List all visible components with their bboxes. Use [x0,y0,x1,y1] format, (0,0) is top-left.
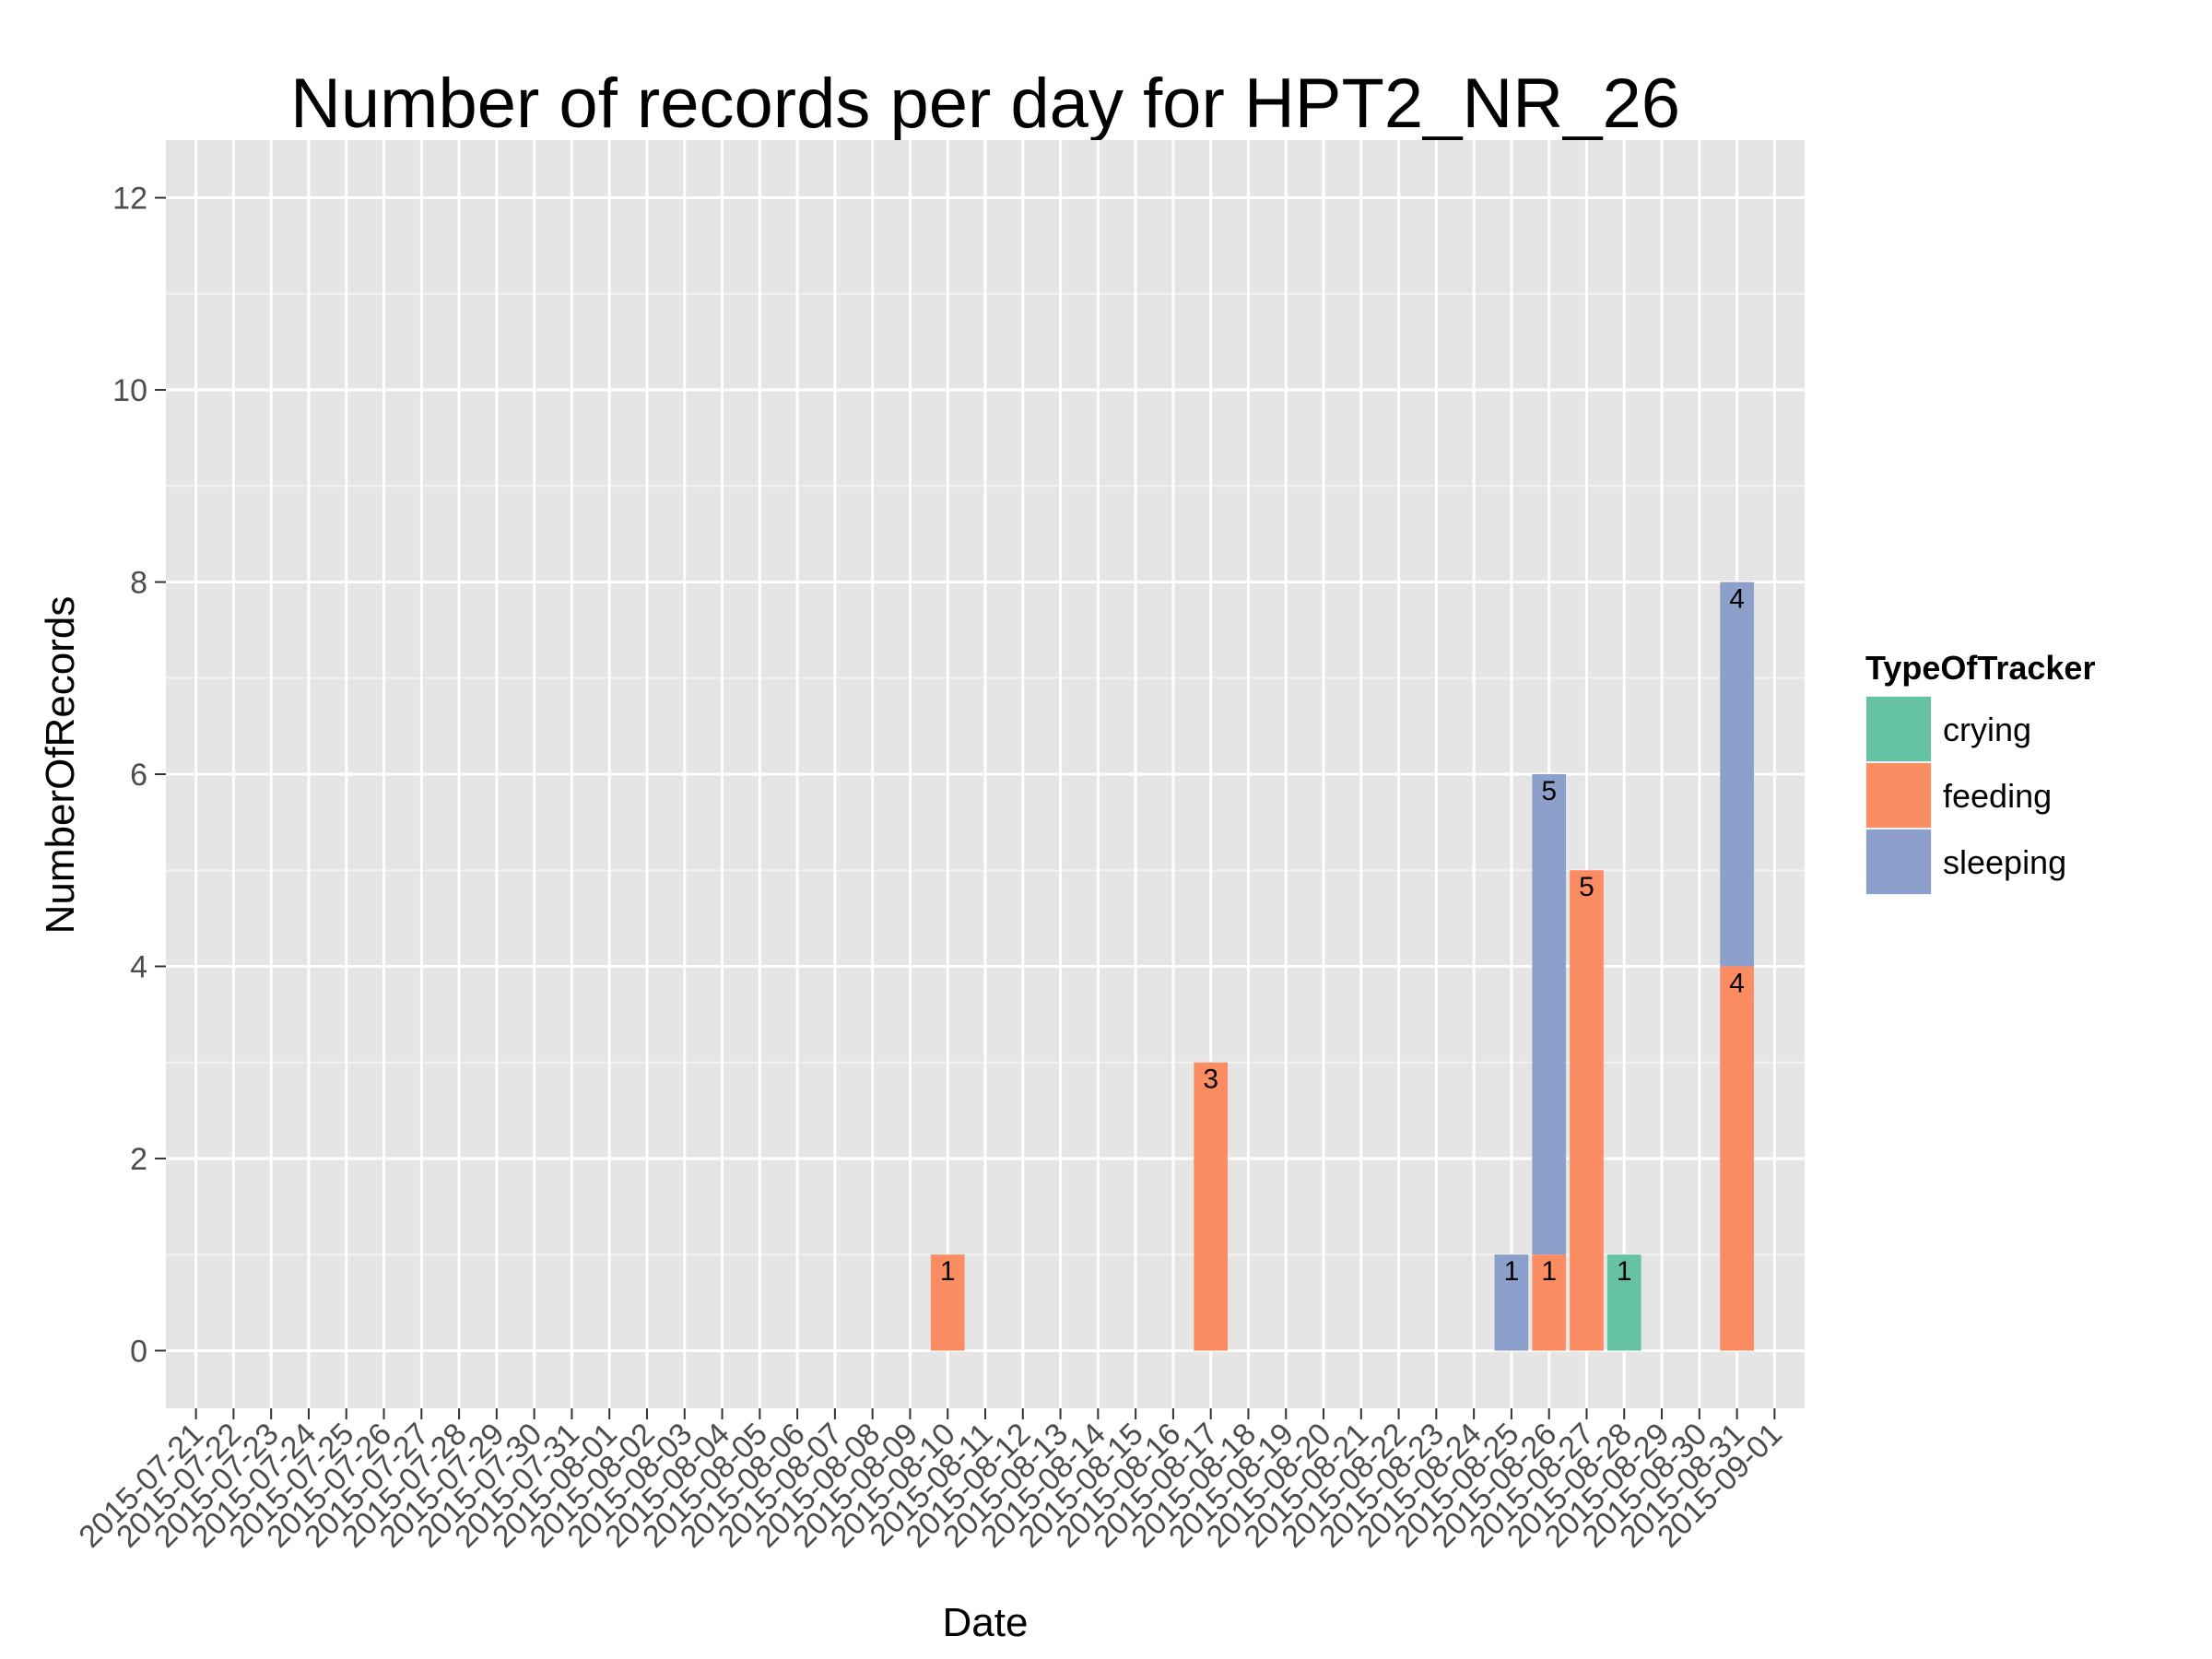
legend-title: TypeOfTracker [1865,649,2095,687]
bar-value-label: 5 [1579,872,1594,902]
bar-feeding [1532,1254,1567,1351]
bar-feeding [1570,870,1604,1351]
bar-feeding [1720,966,1754,1351]
legend-swatch-sleeping [1866,830,1931,894]
bar-value-label: 3 [1203,1065,1218,1095]
y-tick-label: 6 [130,758,147,793]
bar-value-label: 1 [1504,1256,1520,1287]
legend-swatch-crying [1866,697,1931,761]
y-tick-label: 8 [130,566,147,601]
bar-value-label: 1 [1617,1256,1632,1287]
y-axis: 0 2 4 6 8 10 12 [112,182,166,1369]
y-tick-label: 12 [112,182,147,217]
y-axis-title: NumberOfRecords [38,596,83,935]
x-axis: 2015-07-212015-07-222015-07-232015-07-24… [72,1408,1789,1555]
bar-value-label: 4 [1729,968,1745,998]
chart-title: Number of records per day for HPT2_NR_26 [290,65,1680,143]
bar-value-label: 1 [940,1256,956,1287]
bar-sleeping [1720,582,1754,967]
bar-feeding [1194,1062,1229,1351]
legend: TypeOfTracker crying feeding sleeping [1865,649,2095,895]
legend-label-feeding: feeding [1943,777,2052,815]
bar-value-label: 1 [1541,1256,1557,1287]
bar-sleeping [1494,1254,1529,1351]
grid-lines [166,140,1805,1408]
legend-label-sleeping: sleeping [1943,843,2066,881]
legend-swatch-feeding [1866,763,1931,828]
y-tick-label: 2 [130,1142,147,1177]
y-tick-label: 4 [130,949,147,984]
bars [930,582,1754,1351]
x-axis-title: Date [943,1600,1029,1645]
y-tick-label: 0 [130,1334,147,1369]
bar-crying [1606,1254,1641,1351]
bar-sleeping [1532,774,1567,1255]
bar-value-label: 4 [1729,584,1745,615]
bar-value-label: 5 [1541,776,1557,806]
y-tick-label: 10 [112,373,147,408]
legend-label-crying: crying [1943,711,2031,748]
bar-feeding [930,1254,965,1351]
